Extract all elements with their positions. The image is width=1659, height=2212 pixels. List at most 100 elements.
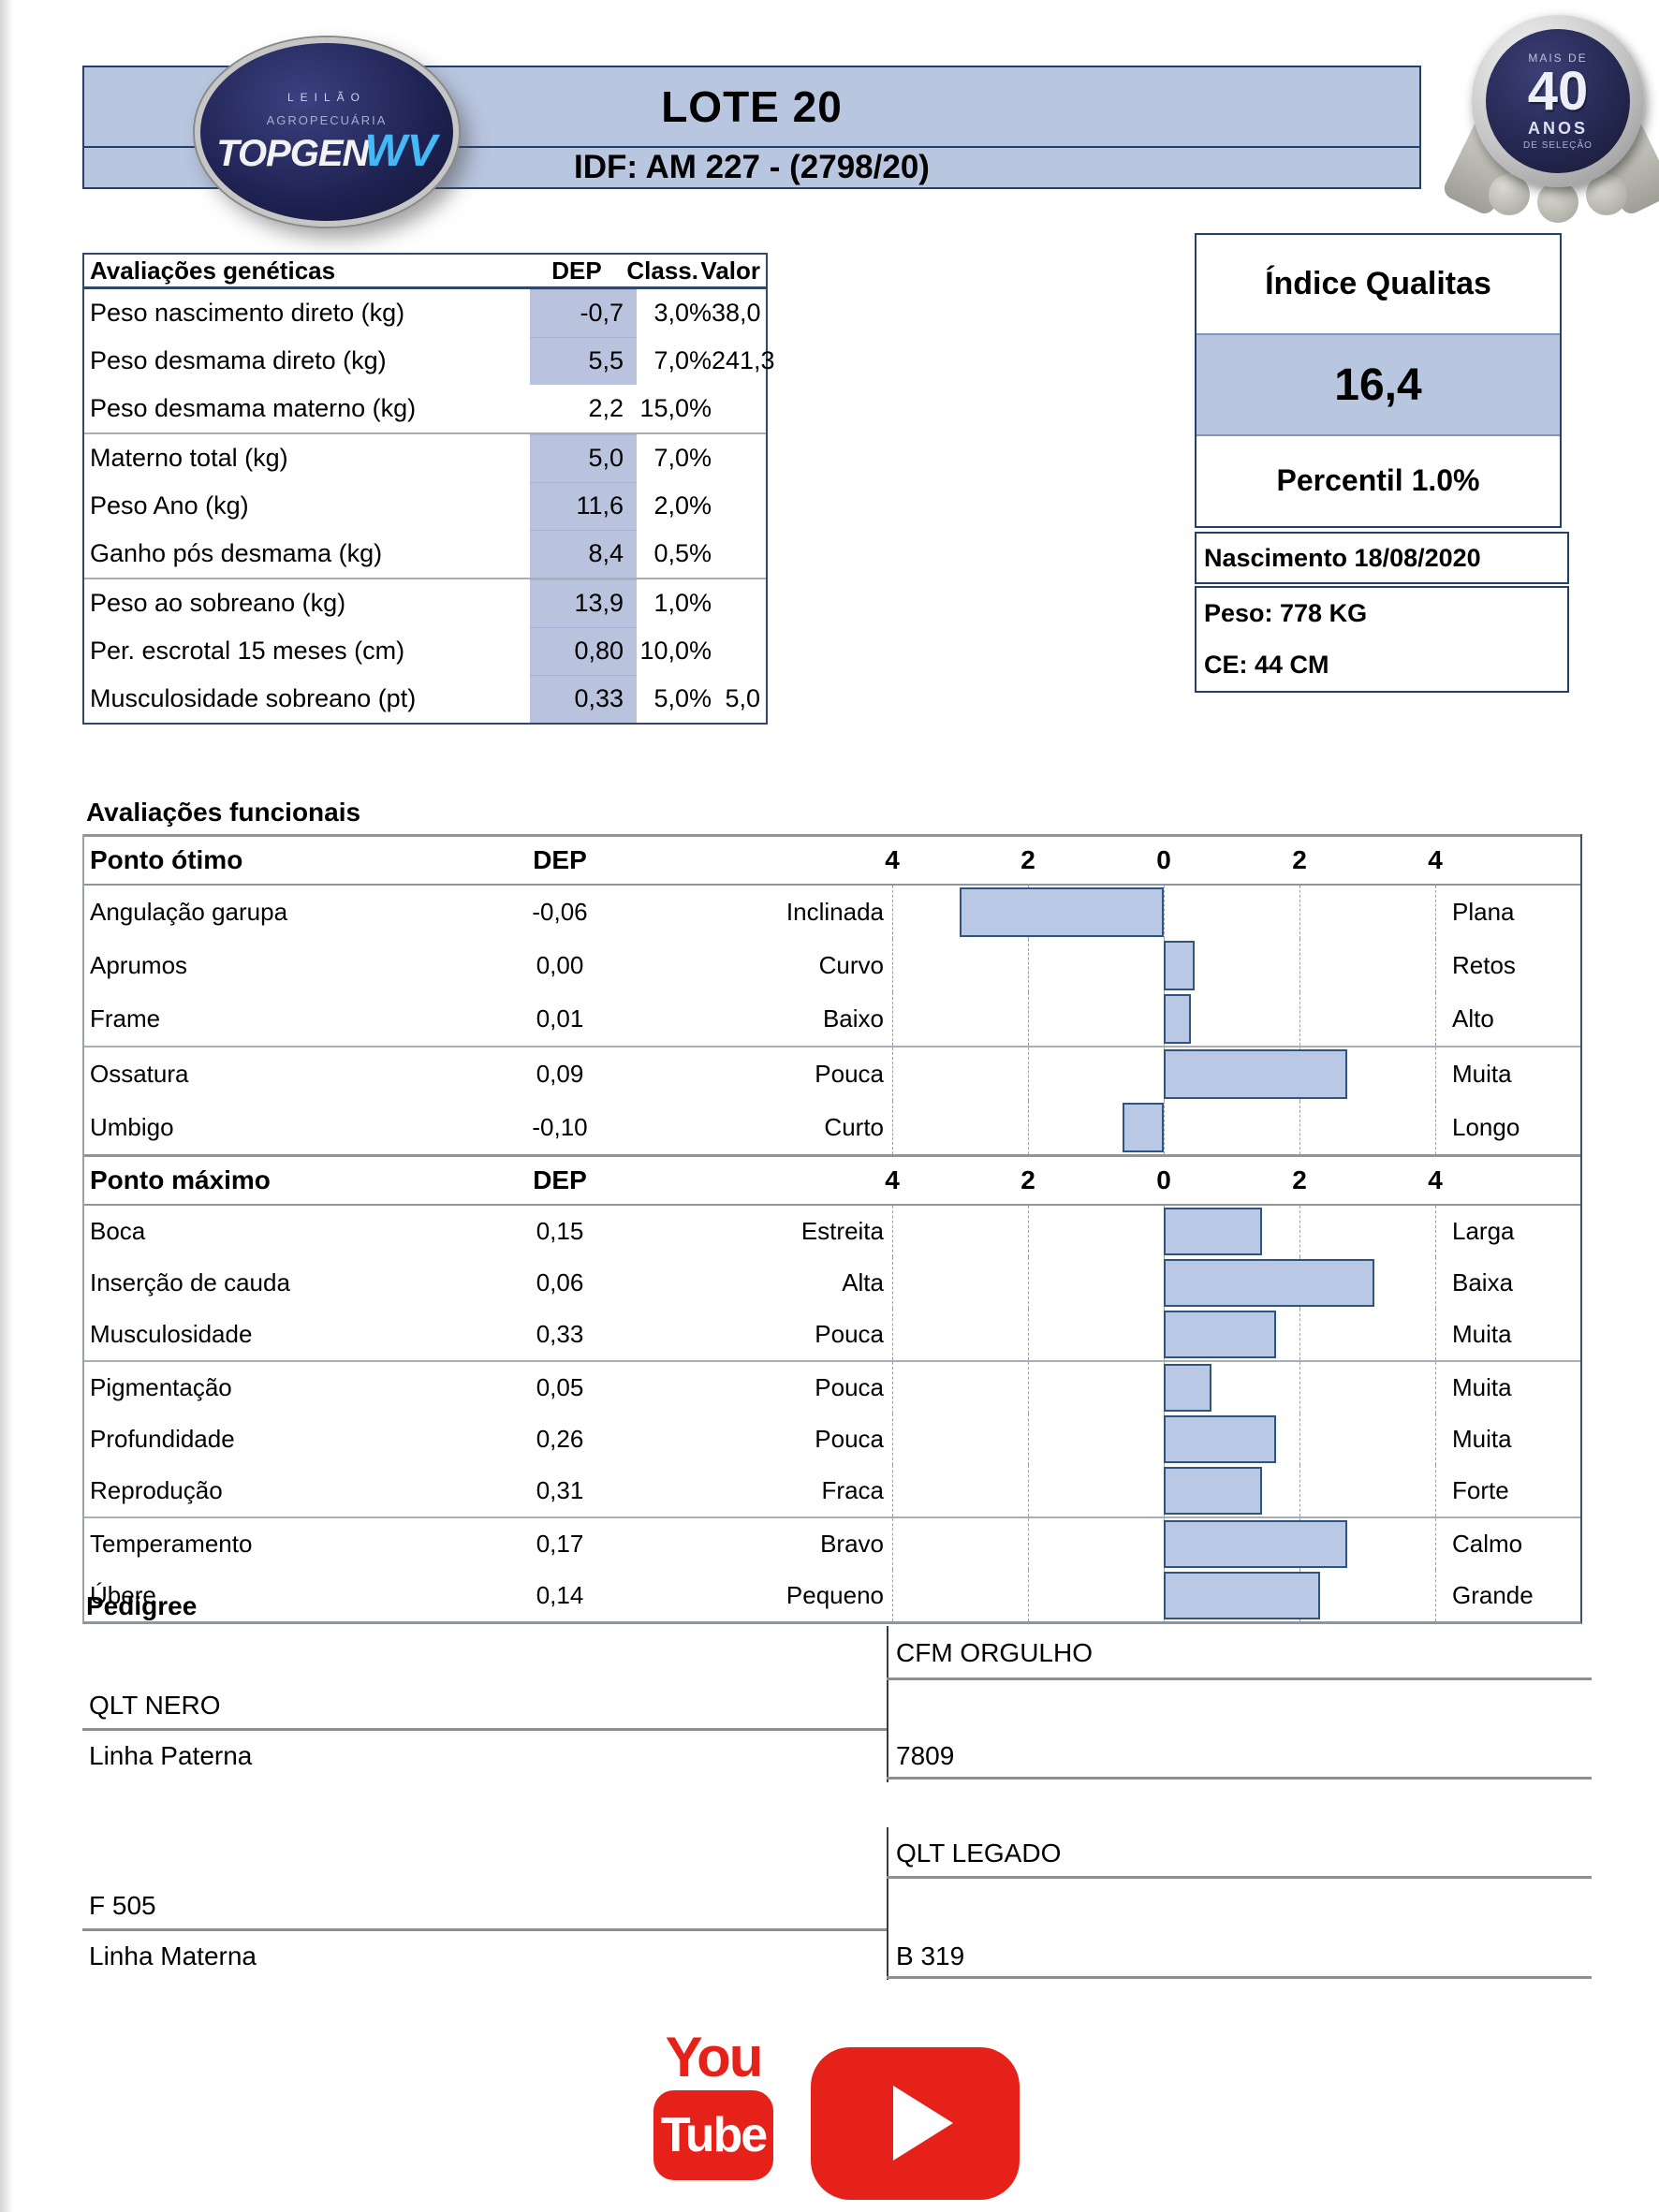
dep-value: 5,5: [530, 337, 637, 385]
pedigree-line: [887, 1876, 1592, 1879]
trait-low-label: Pouca: [815, 1060, 884, 1088]
trait-label: Pigmentação: [90, 1373, 232, 1401]
table-row: Peso ao sobreano (kg) 13,9 1,0%: [84, 579, 766, 627]
badge-medal-ring: MAIS DE 40 ANOS DE SELEÇÃO: [1472, 15, 1644, 187]
section-title: Ponto máximo: [90, 1165, 271, 1194]
weight-value: Peso: 778 KG: [1204, 599, 1368, 627]
section-title: Ponto ótimo: [90, 845, 243, 874]
trait-label: Musculosidade sobreano (pt): [90, 684, 417, 712]
trait-high-label: Baixa: [1452, 1268, 1514, 1296]
pedigree-line: [887, 1677, 1592, 1680]
anniversary-badge: MAIS DE 40 ANOS DE SELEÇÃO: [1440, 9, 1659, 240]
youtube-play-button[interactable]: [811, 2047, 1020, 2200]
trait-row: Úbere 0,14 Pequeno Grande: [84, 1570, 1580, 1621]
trait-dep-value: 0,09: [536, 1060, 584, 1088]
valor-value: [712, 530, 766, 578]
col-header-class: Class.: [626, 256, 698, 285]
trait-high-label: Larga: [1452, 1217, 1515, 1245]
birth-date-box: Nascimento 18/08/2020: [1195, 532, 1569, 584]
dep-value: 0,80: [530, 627, 637, 675]
trait-dep-value: -0,06: [532, 898, 588, 926]
genetics-table-header: Avaliações genéticas DEP Class. Valor: [84, 255, 766, 289]
trait-chart-cell: [888, 1257, 1441, 1309]
dam-name: F 505: [89, 1891, 156, 1920]
trait-row: Inserção de cauda 0,06 Alta Baixa: [84, 1257, 1580, 1309]
ponto-maximo-rows: Boca 0,15 Estreita Larga Inserção de cau…: [84, 1206, 1580, 1621]
youtube-tube-box: Tube: [653, 2090, 773, 2180]
trait-dep-value: 0,06: [536, 1268, 584, 1296]
trait-chart-cell: [888, 1362, 1441, 1414]
trait-chart-cell: [888, 886, 1441, 939]
youtube-tube-text: Tube: [660, 2108, 768, 2162]
paternal-grand-dam: 7809: [896, 1741, 955, 1770]
trait-low-label: Curto: [824, 1113, 884, 1141]
trait-low-label: Pouca: [815, 1425, 884, 1453]
valor-value: [712, 482, 766, 530]
trait-high-label: Forte: [1452, 1476, 1509, 1504]
trait-label: Ossatura: [90, 1060, 189, 1088]
trait-label: Boca: [90, 1217, 146, 1245]
qualitas-percentil: Percentil 1.0%: [1276, 462, 1480, 497]
trait-bar: [1164, 994, 1192, 1044]
trait-row: Aprumos 0,00 Curvo Retos: [84, 939, 1580, 992]
trait-high-label: Longo: [1452, 1113, 1520, 1141]
paternal-line-label: Linha Paterna: [89, 1741, 253, 1770]
ponto-otimo-rows: Angulação garupa -0,06 Inclinada Plana A…: [84, 886, 1580, 1154]
col-header-dep: DEP: [533, 1165, 587, 1194]
class-value: 15,0%: [639, 394, 712, 422]
maternal-grand-dam: B 319: [896, 1941, 965, 1970]
trait-low-label: Curvo: [818, 951, 884, 979]
pedigree-line: [82, 1928, 887, 1931]
trait-row: Musculosidade 0,33 Pouca Muita: [84, 1309, 1580, 1362]
trait-bar: [960, 887, 1164, 937]
trait-label: Peso nascimento direto (kg): [90, 299, 405, 327]
trait-label: Inserção de cauda: [90, 1268, 290, 1296]
valor-value: 241,3: [712, 346, 775, 374]
trait-bar: [1164, 1311, 1276, 1358]
trait-chart-cell: [888, 1047, 1441, 1101]
badge-anos-text: ANOS: [1527, 119, 1588, 138]
trait-low-label: Alta: [842, 1268, 884, 1296]
youtube-wordmark[interactable]: You Tube: [653, 2029, 773, 2180]
scrotal-circumference-value: CE: 44 CM: [1204, 651, 1329, 679]
trait-label: Peso desmama direto (kg): [90, 346, 387, 374]
trait-dep-value: 0,15: [536, 1217, 584, 1245]
table-row: Materno total (kg) 5,0 7,0%: [84, 434, 766, 482]
trait-label: Úbere: [90, 1581, 156, 1609]
dep-value: 0,33: [530, 675, 637, 723]
genetics-rows: Peso nascimento direto (kg) -0,7 3,0% 38…: [84, 289, 775, 723]
trait-row: Angulação garupa -0,06 Inclinada Plana: [84, 886, 1580, 939]
pedigree-line: [887, 1777, 1592, 1780]
topgen-logo: LEILÃO AGROPECUÁRIA TOPGENWV: [195, 37, 459, 227]
dep-value: 8,4: [530, 530, 637, 578]
table-row: Peso desmama materno (kg) 2,2 15,0%: [84, 385, 766, 434]
class-value: 0,5%: [653, 539, 712, 567]
trait-label: Musculosidade: [90, 1320, 253, 1348]
trait-low-label: Baixo: [822, 1004, 884, 1033]
class-value: 10,0%: [639, 637, 712, 665]
badge-number: 40: [1527, 61, 1589, 122]
trait-label: Profundidade: [90, 1425, 235, 1453]
topgen-logo-oval: LEILÃO AGROPECUÁRIA TOPGENWV: [195, 37, 459, 227]
trait-chart-cell: [888, 992, 1441, 1046]
logo-leilao-label: LEILÃO: [286, 90, 367, 104]
trait-bar: [1164, 1415, 1276, 1463]
trait-row: Profundidade 0,26 Pouca Muita: [84, 1414, 1580, 1465]
trait-dep-value: 0,31: [536, 1476, 584, 1504]
dep-value: 13,9: [530, 579, 637, 627]
trait-dep-value: -0,10: [532, 1113, 588, 1141]
class-value: 2,0%: [653, 491, 712, 520]
trait-label: Materno total (kg): [90, 444, 288, 472]
sire-name: QLT NERO: [89, 1691, 221, 1720]
badge-medal-face: MAIS DE 40 ANOS DE SELEÇÃO: [1486, 29, 1630, 173]
section-header: Ponto máximo DEP 4 2 0 2 4: [84, 1154, 1580, 1206]
table-row: Ganho pós desmama (kg) 8,4 0,5%: [84, 530, 766, 579]
trait-row: Reprodução 0,31 Fraca Forte: [84, 1465, 1580, 1518]
qualitas-main-box: Índice Qualitas 16,4 Percentil 1.0%: [1195, 233, 1562, 528]
trait-low-label: Bravo: [820, 1530, 884, 1558]
valor-value: 38,0: [712, 299, 761, 327]
trait-dep-value: 0,17: [536, 1530, 584, 1558]
trait-high-label: Retos: [1452, 951, 1516, 979]
weight-info-box: Peso: 778 KG CE: 44 CM: [1195, 586, 1569, 693]
qualitas-panel: Índice Qualitas 16,4 Percentil 1.0% Nasc…: [1195, 233, 1569, 693]
